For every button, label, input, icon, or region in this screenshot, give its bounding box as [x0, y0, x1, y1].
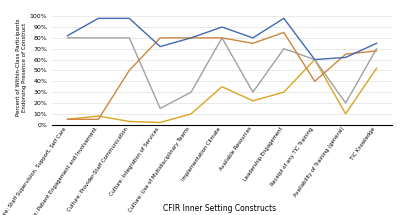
Line: Class 3- "Low Communication" (25.2%): Class 3- "Low Communication" (25.2%) [68, 32, 376, 119]
Class 1 "Weak Inner Setting" (39.1%) [65, 118, 70, 121]
Class 3- "Low Communication" (25.2%) [282, 31, 286, 34]
Class 2 "Siloed and Resource Scarce" (15.5%) [343, 102, 348, 104]
Class 3- "Low Communication" (25.2%) [250, 42, 255, 45]
Class 1 "Weak Inner Setting" (39.1%) [282, 91, 286, 94]
Class 4- "Robust Inner Setting" (20.2%) [220, 26, 224, 28]
Class 4- "Robust Inner Setting" (20.2%) [312, 58, 317, 61]
Class 1 "Weak Inner Setting" (39.1%) [96, 115, 101, 117]
Class 2 "Siloed and Resource Scarce" (15.5%) [282, 48, 286, 50]
Class 4- "Robust Inner Setting" (20.2%) [250, 37, 255, 39]
Class 1 "Weak Inner Setting" (39.1%) [312, 58, 317, 61]
Class 3- "Low Communication" (25.2%) [374, 50, 379, 52]
Class 4- "Robust Inner Setting" (20.2%) [65, 34, 70, 37]
Class 2 "Siloed and Resource Scarce" (15.5%) [158, 107, 162, 110]
Class 2 "Siloed and Resource Scarce" (15.5%) [96, 37, 101, 39]
Class 4- "Robust Inner Setting" (20.2%) [158, 45, 162, 48]
Class 4- "Robust Inner Setting" (20.2%) [96, 17, 101, 20]
Class 3- "Low Communication" (25.2%) [343, 53, 348, 55]
Class 4- "Robust Inner Setting" (20.2%) [374, 42, 379, 45]
Class 1 "Weak Inner Setting" (39.1%) [158, 121, 162, 124]
Text: CFIR Inner Setting Constructs: CFIR Inner Setting Constructs [164, 204, 276, 213]
Class 1 "Weak Inner Setting" (39.1%) [220, 85, 224, 88]
Class 4- "Robust Inner Setting" (20.2%) [189, 37, 194, 39]
Class 2 "Siloed and Resource Scarce" (15.5%) [250, 91, 255, 94]
Line: Class 2 "Siloed and Resource Scarce" (15.5%): Class 2 "Siloed and Resource Scarce" (15… [68, 38, 376, 108]
Class 4- "Robust Inner Setting" (20.2%) [343, 56, 348, 59]
Class 3- "Low Communication" (25.2%) [96, 118, 101, 121]
Class 1 "Weak Inner Setting" (39.1%) [189, 113, 194, 115]
Class 2 "Siloed and Resource Scarce" (15.5%) [189, 91, 194, 94]
Class 3- "Low Communication" (25.2%) [312, 80, 317, 83]
Class 2 "Siloed and Resource Scarce" (15.5%) [65, 37, 70, 39]
Class 3- "Low Communication" (25.2%) [65, 118, 70, 121]
Line: Class 1 "Weak Inner Setting" (39.1%): Class 1 "Weak Inner Setting" (39.1%) [68, 60, 376, 123]
Class 2 "Siloed and Resource Scarce" (15.5%) [374, 48, 379, 50]
Class 1 "Weak Inner Setting" (39.1%) [127, 120, 132, 123]
Class 4- "Robust Inner Setting" (20.2%) [127, 17, 132, 20]
Class 3- "Low Communication" (25.2%) [189, 37, 194, 39]
Class 2 "Siloed and Resource Scarce" (15.5%) [312, 58, 317, 61]
Class 3- "Low Communication" (25.2%) [158, 37, 162, 39]
Class 1 "Weak Inner Setting" (39.1%) [343, 113, 348, 115]
Line: Class 4- "Robust Inner Setting" (20.2%): Class 4- "Robust Inner Setting" (20.2%) [68, 18, 376, 60]
Class 1 "Weak Inner Setting" (39.1%) [250, 100, 255, 102]
Class 2 "Siloed and Resource Scarce" (15.5%) [220, 37, 224, 39]
Y-axis label: Percent of Within-Class Participants
Endorsing Presence of Construct: Percent of Within-Class Participants End… [16, 19, 27, 117]
Class 3- "Low Communication" (25.2%) [127, 69, 132, 72]
Class 2 "Siloed and Resource Scarce" (15.5%) [127, 37, 132, 39]
Class 3- "Low Communication" (25.2%) [220, 37, 224, 39]
Class 1 "Weak Inner Setting" (39.1%) [374, 67, 379, 70]
Class 4- "Robust Inner Setting" (20.2%) [282, 17, 286, 20]
